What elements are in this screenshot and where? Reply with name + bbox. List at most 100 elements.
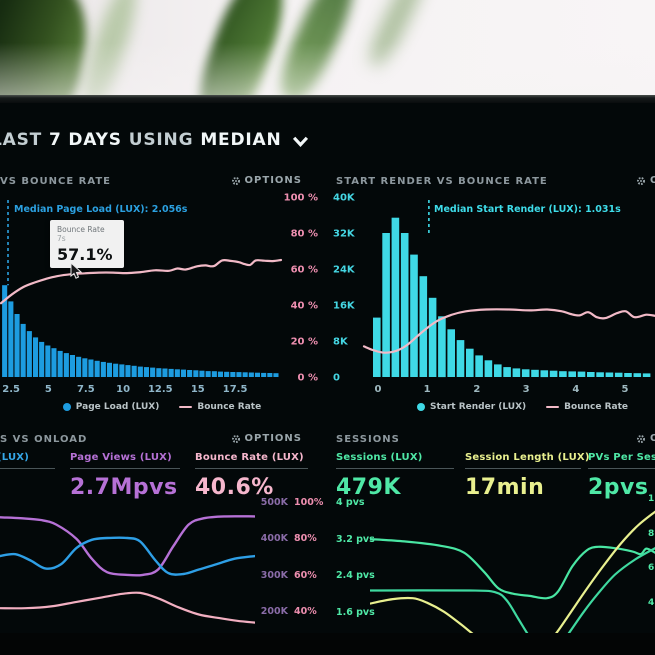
svg-text:0 %: 0 % [298, 373, 318, 384]
axis-tick: 3.2 pvs [336, 533, 375, 545]
svg-text:40 %: 40 % [291, 301, 318, 312]
metric-session-length: Session Length (LUX) 17min [465, 452, 589, 500]
svg-text:3: 3 [523, 384, 530, 395]
chart-tooltip: Bounce Rate 7s 57.1% [50, 220, 124, 268]
sessions-trend-chart[interactable] [370, 495, 655, 633]
metric-onload-lux: (LUX) [0, 452, 55, 475]
metric-pvs-per-session: PVs Per Session 2pvs [588, 452, 655, 500]
svg-text:60 %: 60 % [291, 265, 318, 276]
options-label: OPTIONS [244, 175, 302, 186]
header-connector: USING [128, 130, 194, 150]
metric-value: 2.7Mpvs [70, 475, 178, 500]
svg-text:5: 5 [45, 384, 52, 395]
svg-text:40K: 40K [333, 193, 356, 204]
monitor-bezel: LAST 7 DAYS USING MEDIAN VS BOUNCE RATE … [0, 95, 655, 655]
legend-item-start-render[interactable]: Start Render (LUX) [416, 402, 527, 412]
legend-label: Bounce Rate [564, 402, 629, 412]
panel-sessions: SESSIONS OPTIONS Sessions (LUX) 479K Ses… [330, 430, 655, 633]
options-button[interactable]: OPTIONS [636, 433, 655, 444]
tooltip-x-value: 7s [57, 234, 66, 244]
metric-label: PVs Per Session [588, 452, 655, 469]
metric-label: Page Views (LUX) [70, 452, 180, 469]
axis-tick: 6 [648, 563, 655, 574]
options-label: OPTIONS [650, 433, 655, 444]
options-label: OPTIONS [244, 433, 302, 444]
svg-text:0: 0 [375, 384, 382, 395]
axis-tick: 1 [648, 494, 655, 504]
svg-text:8K: 8K [333, 337, 349, 348]
svg-text:4: 4 [572, 384, 579, 395]
legend-dot-swatch [62, 403, 71, 411]
panel-start-render-vs-bounce: START RENDER VS BOUNCE RATE OPTIONS 0 1 2 3… [330, 172, 655, 424]
svg-text:24K: 24K [333, 265, 356, 276]
svg-text:2: 2 [473, 384, 480, 395]
axis-row: 500K 100% [260, 497, 324, 508]
metric-value: 2pvs [588, 475, 649, 500]
metric-label: Sessions (LUX) [336, 452, 454, 469]
svg-text:10: 10 [116, 384, 130, 395]
photo-background [0, 0, 655, 95]
legend-label: Page Load (LUX) [75, 402, 160, 412]
panel-onload: S VS ONLOAD OPTIONS (LUX) Page Views (LU… [0, 430, 324, 633]
photo-fade-overlay [0, 0, 655, 95]
page-load-histogram-chart[interactable]: 2.5 5 7.5 10 12.5 15 17.5 100 % 80 % 60 % 40 % 20 %… [0, 192, 324, 400]
onload-right-axis: 500K 100% 400K 80% 300K 60% 200K 40% [254, 497, 324, 617]
metric-sessions: Sessions (LUX) 479K [336, 452, 454, 500]
chevron-down-icon[interactable] [292, 136, 309, 147]
gear-icon [231, 434, 240, 443]
metric-value: 17min [465, 475, 545, 500]
panel-title: START RENDER VS BOUNCE RATE [336, 176, 548, 187]
svg-text:100 %: 100 % [284, 193, 318, 204]
axis-tick: 4 pvs [336, 497, 365, 508]
sessions-left-axis: 4 pvs 3.2 pvs 2.4 pvs 1.6 pvs [336, 497, 375, 618]
gear-icon [231, 176, 240, 185]
options-button[interactable]: OPTIONS [231, 175, 302, 186]
metric-page-views: Page Views (LUX) 2.7Mpvs [70, 452, 180, 500]
panel-title: SESSIONS [336, 434, 400, 445]
onload-trend-chart[interactable] [0, 495, 255, 633]
legend-item-bounce-rate[interactable]: Bounce Rate [546, 402, 628, 412]
dashboard-screen: LAST 7 DAYS USING MEDIAN VS BOUNCE RATE … [0, 103, 655, 633]
tooltip-series: Bounce Rate [57, 225, 105, 234]
svg-text:12.5: 12.5 [148, 384, 173, 395]
axis-row: 300K 60% [260, 569, 317, 581]
svg-text:7.5: 7.5 [77, 384, 95, 395]
start-render-histogram-chart[interactable]: 0 1 2 3 4 5 40K 32K 24K 16K 8K 0 [330, 192, 655, 400]
svg-text:32K: 32K [333, 229, 356, 240]
metric-label: Session Length (LUX) [465, 452, 589, 469]
panel-title: VS BOUNCE RATE [0, 176, 112, 187]
svg-text:17.5: 17.5 [223, 384, 248, 395]
svg-text:5: 5 [622, 384, 629, 395]
svg-text:2.5: 2.5 [2, 384, 20, 395]
metric-bounce-rate: Bounce Rate (LUX) 40.6% [195, 452, 308, 500]
svg-text:16K: 16K [333, 301, 356, 312]
svg-text:20 %: 20 % [291, 337, 318, 348]
chart-legend: Page Load (LUX) Bounce Rate [0, 402, 324, 412]
options-button[interactable]: OPTIONS [636, 175, 655, 186]
header-prefix: LAST [0, 130, 43, 150]
header-range: 7 DAYS [49, 130, 122, 150]
median-annotation: Median Start Render (LUX): 1.031s [434, 204, 621, 215]
panel-title: S VS ONLOAD [0, 434, 88, 445]
svg-text:15: 15 [191, 384, 205, 395]
mouse-cursor-icon [70, 263, 83, 279]
legend-item-bounce-rate[interactable]: Bounce Rate [179, 402, 261, 412]
legend-label: Start Render (LUX) [429, 402, 527, 412]
legend-line-swatch [179, 405, 193, 409]
options-label: OPTIONS [650, 175, 655, 186]
gear-icon [637, 434, 645, 443]
svg-text:0: 0 [333, 373, 340, 384]
options-button[interactable]: OPTIONS [231, 433, 302, 444]
median-annotation: Median Page Load (LUX): 2.056s [14, 204, 188, 215]
legend-line-swatch [546, 405, 560, 409]
legend-item-page-load[interactable]: Page Load (LUX) [62, 402, 160, 412]
chart-legend: Start Render (LUX) Bounce Rate [330, 402, 655, 412]
date-range-selector[interactable]: LAST 7 DAYS USING MEDIAN [0, 130, 309, 150]
panel-page-load-vs-bounce: VS BOUNCE RATE OPTIONS 2.5 5 7.5 10 12.5 15 17… [0, 172, 324, 424]
svg-text:1: 1 [424, 384, 431, 395]
metric-label: (LUX) [0, 452, 55, 469]
metric-value: 40.6% [195, 475, 274, 500]
axis-tick: 1.6 pvs [336, 606, 375, 618]
